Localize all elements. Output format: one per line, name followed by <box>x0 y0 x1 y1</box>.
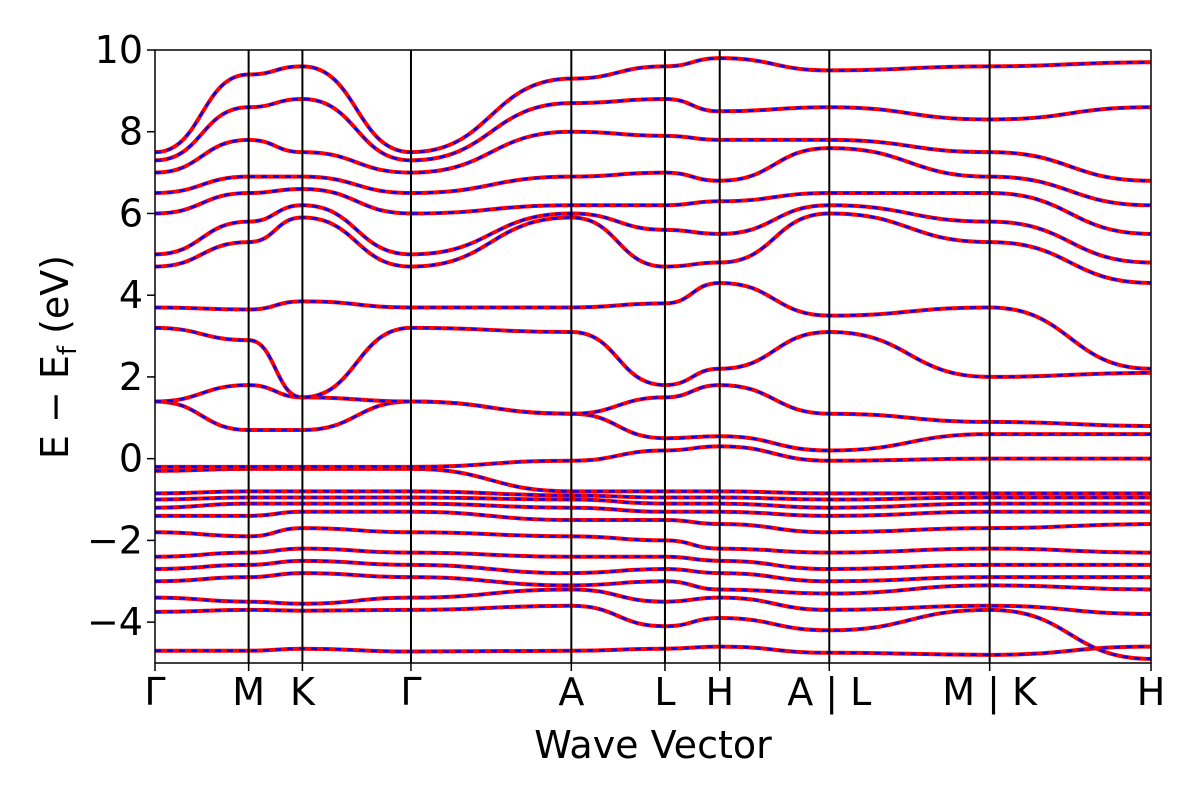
band-line-solid-12 <box>155 444 1151 469</box>
band-line-dashed-2 <box>155 588 1151 616</box>
band-line-dashed-6 <box>155 526 1151 554</box>
band-line-solid-14 <box>155 383 1151 428</box>
x-tick-label-8: M | K <box>942 670 1038 715</box>
band-line-dashed-1 <box>155 604 1151 661</box>
band-line-dashed-7 <box>155 510 1151 534</box>
band-line-dashed-18 <box>155 204 1151 264</box>
x-tick-label-1: M <box>232 670 265 714</box>
x-tick-label-0: Γ <box>144 670 165 714</box>
band-line-solid-18 <box>155 203 1151 265</box>
plot-frame <box>154 49 1152 664</box>
y-axis-label-subscript: f <box>53 345 83 355</box>
x-tick-label-6: H <box>705 670 734 714</box>
band-line-solid-13 <box>155 399 1151 453</box>
y-tick-label-7: 10 <box>95 28 143 72</box>
y-tick-label-1: −2 <box>87 518 143 562</box>
y-tick-label-5: 6 <box>119 191 143 235</box>
band-line-solid-15 <box>155 325 1151 400</box>
y-axis-label: E − Ef (eV) <box>33 255 83 459</box>
y-axis-ticks: −4 −2 0 2 4 6 8 10 <box>87 28 155 644</box>
y-axis-label-main: E − E <box>33 355 77 459</box>
x-tick-label-3: Γ <box>400 670 421 714</box>
y-tick-label-3: 2 <box>119 355 143 399</box>
x-tick-label-7: A | L <box>787 670 871 715</box>
y-tick-label-6: 8 <box>119 110 143 154</box>
band-line-dashed-0 <box>155 645 1151 657</box>
band-line-dashed-13 <box>155 400 1151 452</box>
band-line-dashed-10 <box>155 490 1151 501</box>
band-line-dashed-21 <box>155 130 1151 183</box>
band-line-dashed-22 <box>155 97 1151 162</box>
band-line-solid-20 <box>155 146 1151 208</box>
y-axis-label-unit: (eV) <box>33 255 77 334</box>
x-axis-label: Wave Vector <box>534 723 772 767</box>
band-line-dashed-14 <box>155 383 1151 428</box>
band-line-dashed-9 <box>155 496 1151 509</box>
band-line-dashed-3 <box>155 571 1151 595</box>
band-lines <box>155 56 1151 661</box>
band-line-dashed-12 <box>155 445 1151 469</box>
band-line-solid-5 <box>155 546 1151 572</box>
band-line-dashed-23 <box>155 56 1151 154</box>
band-line-dashed-5 <box>155 547 1151 571</box>
band-line-dashed-20 <box>155 146 1151 207</box>
band-line-dashed-8 <box>155 502 1151 518</box>
band-line-dashed-19 <box>155 187 1151 236</box>
band-line-solid-23 <box>155 56 1151 155</box>
band-line-dashed-17 <box>155 212 1151 285</box>
x-tick-label-4: A <box>558 670 584 714</box>
band-line-dashed-15 <box>155 326 1151 399</box>
band-line-dashed-11 <box>155 467 1151 495</box>
x-tick-label-5: L <box>654 670 675 714</box>
x-tick-label-2: K <box>290 670 316 714</box>
y-tick-label-2: 0 <box>119 437 143 481</box>
high-symmetry-lines <box>247 50 991 663</box>
band-line-dashed-4 <box>155 559 1151 583</box>
band-line-solid-19 <box>155 186 1151 236</box>
band-line-solid-16 <box>155 280 1151 371</box>
x-tick-label-9: H <box>1137 670 1166 714</box>
y-tick-label-4: 4 <box>119 273 143 317</box>
y-tick-label-0: −4 <box>87 600 143 644</box>
band-line-solid-1 <box>155 603 1151 661</box>
band-line-dashed-16 <box>155 281 1151 371</box>
